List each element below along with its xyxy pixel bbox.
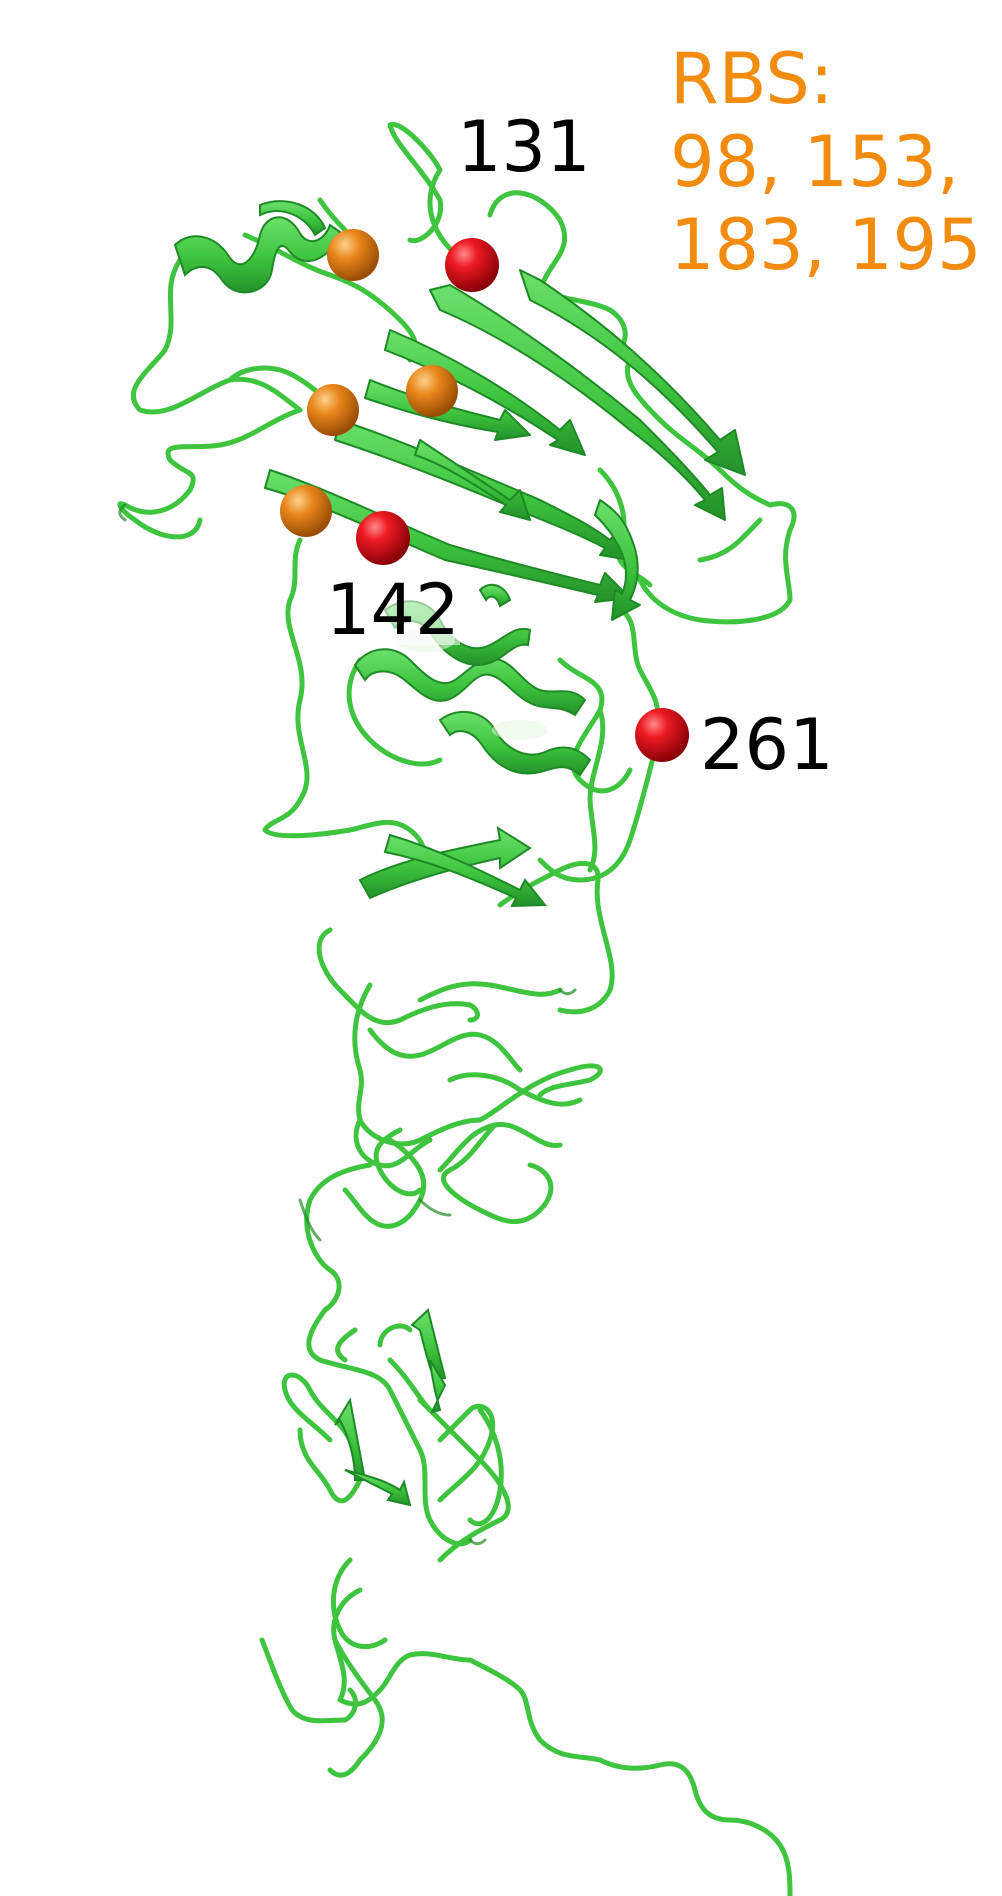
rbs-residue-spheres	[280, 229, 458, 537]
highlighted-residue-spheres	[356, 238, 689, 762]
residue-131-sphere	[445, 238, 499, 292]
rbs-legend-line1: 98, 153,	[670, 121, 960, 203]
residue-142-sphere	[356, 511, 410, 565]
rbs-residue-sphere	[327, 229, 379, 281]
rbs-legend-title: RBS:	[670, 38, 834, 120]
beta-sheets-lower	[334, 1308, 447, 1507]
residue-label-131: 131	[457, 106, 591, 188]
rbs-residue-sphere	[406, 365, 458, 417]
beta-sheets-upper	[264, 269, 746, 621]
rbs-legend-line2: 183, 195	[670, 204, 982, 286]
residue-label-261: 261	[700, 704, 834, 786]
rbs-residue-sphere	[307, 384, 359, 436]
backbone-coil-shading	[118, 503, 577, 1546]
rbs-legend: RBS: 98, 153, 183, 195	[670, 38, 982, 287]
beta-sheets-waist	[358, 825, 548, 908]
rbs-residue-sphere	[280, 485, 332, 537]
alpha-helix-top-left	[173, 200, 342, 294]
residue-261-sphere	[635, 708, 689, 762]
residue-label-142: 142	[326, 569, 460, 651]
